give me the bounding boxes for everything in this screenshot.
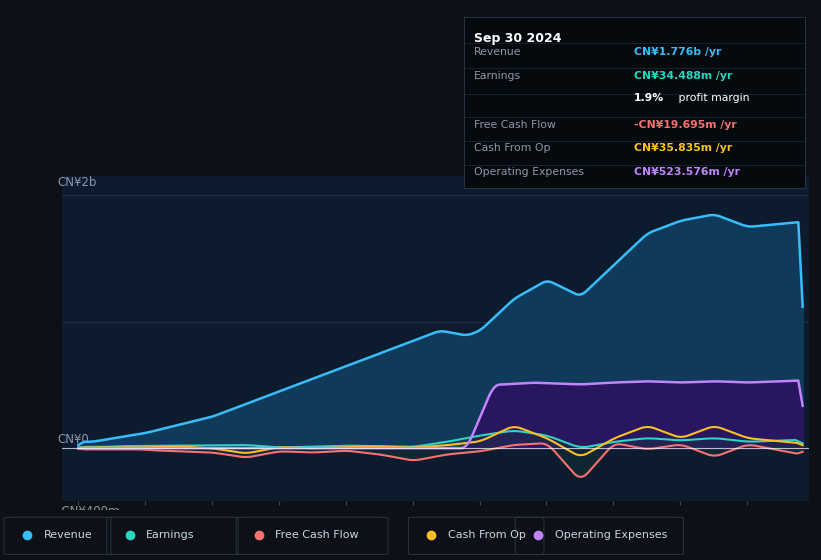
Text: -CN¥400m: -CN¥400m [57, 505, 121, 518]
Text: Revenue: Revenue [44, 530, 92, 540]
Text: CN¥0: CN¥0 [57, 433, 89, 446]
Text: Sep 30 2024: Sep 30 2024 [474, 32, 562, 45]
Text: Free Cash Flow: Free Cash Flow [275, 530, 359, 540]
Text: CN¥523.576m /yr: CN¥523.576m /yr [635, 167, 741, 178]
Text: CN¥2b: CN¥2b [57, 176, 97, 189]
Text: -CN¥19.695m /yr: -CN¥19.695m /yr [635, 120, 737, 129]
Text: Free Cash Flow: Free Cash Flow [474, 120, 556, 129]
Text: CN¥34.488m /yr: CN¥34.488m /yr [635, 71, 732, 81]
Text: Operating Expenses: Operating Expenses [555, 530, 667, 540]
Text: Earnings: Earnings [474, 71, 521, 81]
Text: profit margin: profit margin [675, 93, 750, 103]
Text: Earnings: Earnings [146, 530, 195, 540]
Text: Cash From Op: Cash From Op [474, 143, 551, 153]
Text: Operating Expenses: Operating Expenses [474, 167, 584, 178]
Text: 1.9%: 1.9% [635, 93, 664, 103]
Text: Revenue: Revenue [474, 46, 521, 57]
Text: CN¥1.776b /yr: CN¥1.776b /yr [635, 46, 722, 57]
Text: Cash From Op: Cash From Op [448, 530, 525, 540]
Text: CN¥35.835m /yr: CN¥35.835m /yr [635, 143, 732, 153]
